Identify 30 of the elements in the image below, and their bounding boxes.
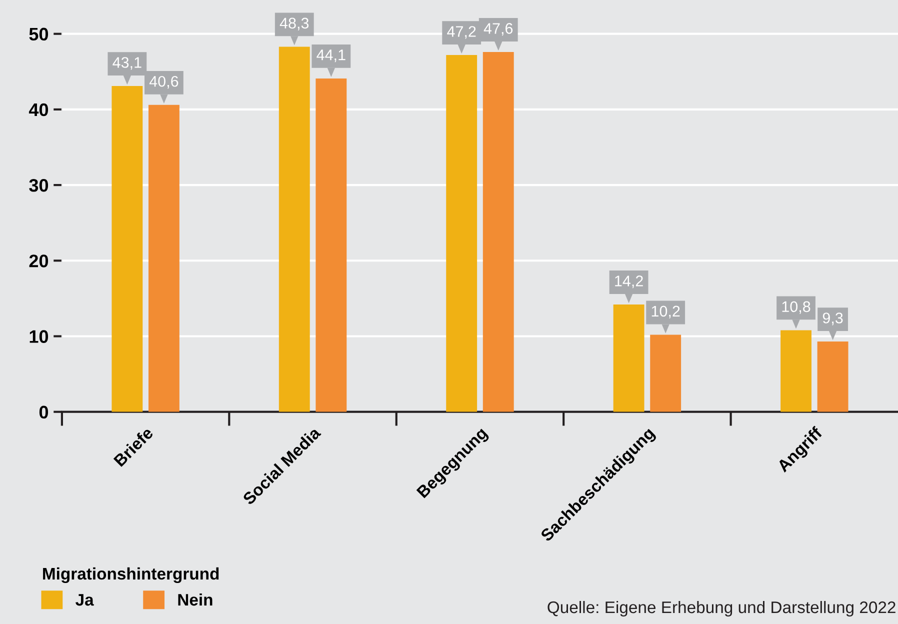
legend-label: Ja — [76, 594, 94, 606]
data-label: 14,2 — [615, 276, 643, 288]
data-label: 47,2 — [447, 26, 476, 39]
data-label: 43,1 — [112, 57, 142, 70]
bar — [482, 52, 514, 412]
bar — [446, 55, 478, 412]
data-label: 47,6 — [484, 23, 513, 36]
source-note: Quelle: Eigene Erhebung und Darstellung 2022 — [548, 600, 896, 617]
y-tick-label: 20 — [29, 254, 48, 268]
bar — [817, 342, 848, 412]
data-label: 10,2 — [652, 306, 680, 318]
y-tick-label: 40 — [28, 103, 48, 116]
data-label: 40,6 — [149, 76, 178, 89]
data-label: 44,1 — [316, 50, 346, 62]
legend-title: Migrationshintergrund — [43, 567, 219, 584]
bar — [278, 46, 310, 412]
bar — [112, 86, 143, 412]
bar — [613, 304, 644, 412]
bar — [148, 104, 180, 412]
data-label: 9,3 — [822, 312, 843, 326]
legend-label: Nein — [178, 593, 212, 606]
y-tick-label: 0 — [39, 406, 48, 419]
bar — [316, 78, 347, 412]
y-tick-label: 50 — [29, 28, 48, 41]
data-label: 48,3 — [280, 18, 309, 30]
y-tick-label: 30 — [29, 178, 48, 192]
bar — [780, 330, 812, 412]
data-label: 10,8 — [782, 301, 810, 314]
y-tick-label: 10 — [30, 330, 48, 343]
bar — [650, 334, 682, 412]
